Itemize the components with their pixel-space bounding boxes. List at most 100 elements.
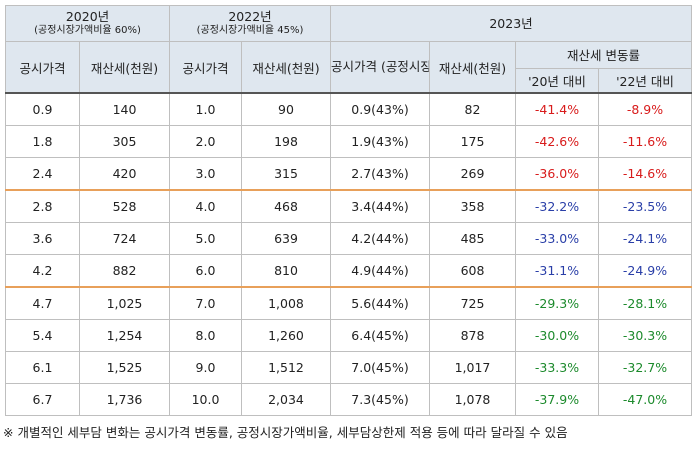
cell-change-vs-2020: -30.0% bbox=[515, 319, 599, 352]
cell-change-vs-2020: -31.1% bbox=[515, 254, 599, 288]
table-row: 4.2 882 6.0 810 4.9(44%) 608 -31.1% -24.9% bbox=[5, 254, 692, 288]
cell-price-2022: 2.0 bbox=[169, 125, 242, 158]
cell-price-2022: 9.0 bbox=[169, 351, 242, 384]
header-2022: 2022년 (공정시장가액비율 45%) bbox=[169, 5, 331, 42]
cell-change-vs-2020: -42.6% bbox=[515, 125, 599, 158]
header-2020-title: 2020년 bbox=[65, 8, 110, 24]
cell-price-2023: 6.4(45%) bbox=[330, 319, 430, 352]
col-tax-2020: 재산세(천원) bbox=[79, 41, 170, 94]
col-change: 재산세 변동률 bbox=[515, 41, 692, 69]
cell-change-vs-2022: -32.7% bbox=[598, 351, 692, 384]
cell-tax-2023: 878 bbox=[429, 319, 516, 352]
cell-tax-2023: 82 bbox=[429, 92, 516, 126]
cell-change-vs-2020: -37.9% bbox=[515, 383, 599, 416]
cell-change-vs-2022: -24.9% bbox=[598, 254, 692, 288]
cell-price-2020: 4.7 bbox=[5, 286, 80, 320]
cell-tax-2023: 358 bbox=[429, 189, 516, 223]
cell-price-2020: 1.8 bbox=[5, 125, 80, 158]
cell-tax-2022: 468 bbox=[241, 189, 331, 223]
header-2020-subtitle: (공정시장가액비율 60%) bbox=[34, 24, 141, 36]
table-row: 2.8 528 4.0 468 3.4(44%) 358 -32.2% -23.5% bbox=[5, 189, 692, 223]
cell-change-vs-2022: -11.6% bbox=[598, 125, 692, 158]
cell-price-2020: 5.4 bbox=[5, 319, 80, 352]
cell-tax-2020: 528 bbox=[79, 189, 170, 223]
header-2022-title: 2022년 bbox=[228, 8, 272, 24]
cell-tax-2022: 1,260 bbox=[241, 319, 331, 352]
cell-tax-2020: 724 bbox=[79, 222, 170, 255]
cell-change-vs-2022: -24.1% bbox=[598, 222, 692, 255]
header-2023-title: 2023년 bbox=[489, 15, 533, 31]
cell-change-vs-2022: -8.9% bbox=[598, 92, 692, 126]
table-row: 0.9 140 1.0 90 0.9(43%) 82 -41.4% -8.9% bbox=[5, 92, 692, 126]
cell-price-2023: 1.9(43%) bbox=[330, 125, 430, 158]
table-row: 3.6 724 5.0 639 4.2(44%) 485 -33.0% -24.1% bbox=[5, 222, 692, 255]
col-tax-2022: 재산세(천원) bbox=[241, 41, 331, 94]
cell-tax-2020: 140 bbox=[79, 92, 170, 126]
cell-price-2023: 7.3(45%) bbox=[330, 383, 430, 416]
cell-price-2022: 6.0 bbox=[169, 254, 242, 288]
cell-tax-2020: 1,525 bbox=[79, 351, 170, 384]
cell-price-2020: 6.1 bbox=[5, 351, 80, 384]
cell-price-2022: 10.0 bbox=[169, 383, 242, 416]
cell-price-2020: 6.7 bbox=[5, 383, 80, 416]
cell-price-2023: 2.7(43%) bbox=[330, 157, 430, 191]
cell-price-2022: 8.0 bbox=[169, 319, 242, 352]
cell-tax-2022: 639 bbox=[241, 222, 331, 255]
tax-comparison-table: 2020년 (공정시장가액비율 60%) 2022년 (공정시장가액비율 45%… bbox=[5, 5, 692, 416]
cell-tax-2022: 198 bbox=[241, 125, 331, 158]
header-2022-subtitle: (공정시장가액비율 45%) bbox=[196, 24, 304, 36]
cell-price-2022: 3.0 bbox=[169, 157, 242, 191]
table-row: 6.1 1,525 9.0 1,512 7.0(45%) 1,017 -33.3% -32.7… bbox=[5, 351, 692, 384]
cell-tax-2020: 882 bbox=[79, 254, 170, 288]
table-row: 6.7 1,736 10.0 2,034 7.3(45%) 1,078 -37.9% -47.… bbox=[5, 383, 692, 416]
col-vs2020: '20년 대비 bbox=[515, 67, 599, 94]
table-row: 2.4 420 3.0 315 2.7(43%) 269 -36.0% -14.6% bbox=[5, 157, 692, 191]
cell-price-2022: 5.0 bbox=[169, 222, 242, 255]
cell-tax-2023: 1,017 bbox=[429, 351, 516, 384]
cell-change-vs-2020: -33.0% bbox=[515, 222, 599, 255]
cell-change-vs-2020: -36.0% bbox=[515, 157, 599, 191]
table-row: 5.4 1,254 8.0 1,260 6.4(45%) 878 -30.0% -30.3% bbox=[5, 319, 692, 352]
cell-tax-2020: 420 bbox=[79, 157, 170, 191]
cell-price-2022: 7.0 bbox=[169, 286, 242, 320]
cell-tax-2022: 315 bbox=[241, 157, 331, 191]
cell-price-2023: 7.0(45%) bbox=[330, 351, 430, 384]
cell-change-vs-2020: -41.4% bbox=[515, 92, 599, 126]
cell-price-2023: 0.9(43%) bbox=[330, 92, 430, 126]
cell-tax-2020: 305 bbox=[79, 125, 170, 158]
cell-tax-2022: 90 bbox=[241, 92, 331, 126]
col-price-2022: 공시가격 bbox=[169, 41, 242, 94]
cell-price-2020: 3.6 bbox=[5, 222, 80, 255]
cell-tax-2023: 1,078 bbox=[429, 383, 516, 416]
cell-price-2020: 2.4 bbox=[5, 157, 80, 191]
cell-tax-2022: 1,008 bbox=[241, 286, 331, 320]
table-row: 4.7 1,025 7.0 1,008 5.6(44%) 725 -29.3% -28.1% bbox=[5, 286, 692, 320]
cell-change-vs-2020: -32.2% bbox=[515, 189, 599, 223]
cell-tax-2020: 1,254 bbox=[79, 319, 170, 352]
cell-price-2023: 4.9(44%) bbox=[330, 254, 430, 288]
cell-price-2020: 0.9 bbox=[5, 92, 80, 126]
cell-tax-2023: 725 bbox=[429, 286, 516, 320]
cell-price-2023: 3.4(44%) bbox=[330, 189, 430, 223]
table-row: 1.8 305 2.0 198 1.9(43%) 175 -42.6% -11.6% bbox=[5, 125, 692, 158]
cell-price-2023: 5.6(44%) bbox=[330, 286, 430, 320]
cell-tax-2023: 485 bbox=[429, 222, 516, 255]
cell-change-vs-2022: -47.0% bbox=[598, 383, 692, 416]
cell-price-2022: 1.0 bbox=[169, 92, 242, 126]
col-price-2023: 공시가격 (공정시장가액비율) bbox=[330, 41, 430, 94]
cell-change-vs-2022: -23.5% bbox=[598, 189, 692, 223]
cell-tax-2022: 2,034 bbox=[241, 383, 331, 416]
cell-price-2020: 4.2 bbox=[5, 254, 80, 288]
cell-tax-2020: 1,736 bbox=[79, 383, 170, 416]
cell-tax-2023: 608 bbox=[429, 254, 516, 288]
header-2020: 2020년 (공정시장가액비율 60%) bbox=[5, 5, 170, 42]
cell-change-vs-2020: -33.3% bbox=[515, 351, 599, 384]
cell-change-vs-2022: -14.6% bbox=[598, 157, 692, 191]
col-vs2022: '22년 대비 bbox=[598, 67, 692, 94]
footnote: ※ 개별적인 세부담 변화는 공시가격 변동률, 공정시장가액비율, 세부담상한… bbox=[3, 425, 568, 440]
cell-tax-2022: 810 bbox=[241, 254, 331, 288]
cell-change-vs-2022: -28.1% bbox=[598, 286, 692, 320]
cell-price-2023: 4.2(44%) bbox=[330, 222, 430, 255]
cell-tax-2023: 269 bbox=[429, 157, 516, 191]
cell-price-2022: 4.0 bbox=[169, 189, 242, 223]
